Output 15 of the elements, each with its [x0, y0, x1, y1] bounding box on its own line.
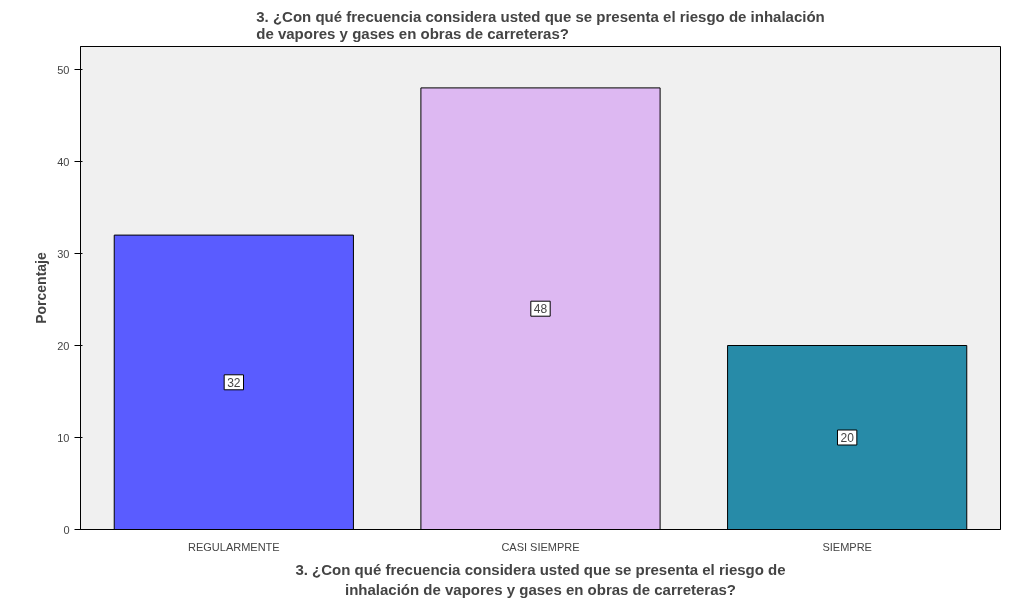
y-tick-label: 10	[57, 431, 70, 444]
y-tick-label: 30	[57, 247, 70, 260]
chart-title: 3. ¿Con qué frecuencia considera usted que se presenta el riesgo de inhalación de vapores y gases en obras de carreteras?	[256, 7, 825, 42]
data-label: 32	[227, 375, 241, 390]
y-tick-label: 20	[57, 339, 70, 352]
y-tick-label: 0	[63, 523, 70, 536]
y-tick-label: 40	[57, 155, 70, 168]
x-axis-title: 3. ¿Con qué frecuencia considera usted que se presenta el riesgo de inhalación de vapores y gases en obras de carreteras?	[295, 560, 786, 598]
data-label: 48	[533, 302, 548, 317]
y-tick-label: 50	[57, 63, 70, 76]
x-tick-label: SIEMPRE	[822, 540, 872, 553]
y-axis-title: Porcentaje	[33, 251, 50, 324]
data-label: 20	[840, 431, 855, 445]
x-tick-label: CASI SIEMPRE	[501, 540, 580, 553]
x-tick-label: REGULARMENTE	[187, 540, 280, 553]
